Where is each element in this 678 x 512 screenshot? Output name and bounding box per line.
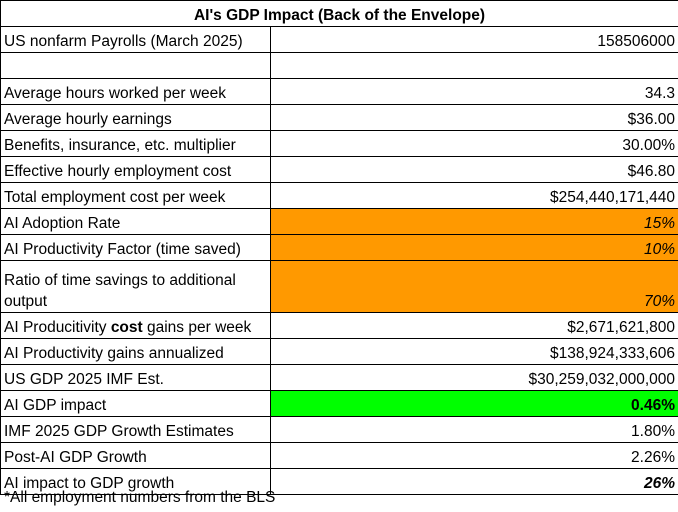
adoption-rate-label[interactable]: AI Adoption Rate <box>0 208 271 235</box>
table-row: Average hours worked per week 34.3 <box>0 78 678 105</box>
post-ai-growth-value[interactable]: 2.26% <box>270 442 678 469</box>
us-gdp-value[interactable]: $30,259,032,000,000 <box>270 364 678 391</box>
hours-label[interactable]: Average hours worked per week <box>0 78 271 105</box>
table-row: AI impact to GDP growth 26% <box>0 468 678 495</box>
weekly-gains-label-start: AI Producitivity <box>4 319 111 336</box>
weekly-gains-label-end: gains per week <box>142 319 252 336</box>
hours-value[interactable]: 34.3 <box>270 78 678 105</box>
table-row: Effective hourly employment cost $46.80 <box>0 156 678 183</box>
us-gdp-label[interactable]: US GDP 2025 IMF Est. <box>0 364 271 391</box>
table-row: AI Adoption Rate 15% <box>0 208 678 235</box>
weekly-gains-label[interactable]: AI Producitivity cost gains per week <box>0 312 271 339</box>
earnings-value[interactable]: $36.00 <box>270 104 678 131</box>
sheet-title[interactable]: AI's GDP Impact (Back of the Envelope) <box>0 0 678 27</box>
productivity-factor-input[interactable]: 10% <box>270 234 678 261</box>
table-row: Total employment cost per week $254,440,… <box>0 182 678 209</box>
table-row: US GDP 2025 IMF Est. $30,259,032,000,000 <box>0 364 678 391</box>
annual-gains-label[interactable]: AI Productivity gains annualized <box>0 338 271 365</box>
table-row: Benefits, insurance, etc. multiplier 30.… <box>0 130 678 157</box>
annual-gains-value[interactable]: $138,924,333,606 <box>270 338 678 365</box>
title-row: AI's GDP Impact (Back of the Envelope) <box>0 0 678 27</box>
gdp-impact-table: AI's GDP Impact (Back of the Envelope) U… <box>0 0 678 495</box>
gdp-impact-label[interactable]: AI GDP impact <box>0 390 271 417</box>
table-row: Post-AI GDP Growth 2.26% <box>0 442 678 469</box>
table-row: Ratio of time savings to additional outp… <box>0 260 678 313</box>
benefits-multiplier-label[interactable]: Benefits, insurance, etc. multiplier <box>0 130 271 157</box>
post-ai-growth-label[interactable]: Post-AI GDP Growth <box>0 442 271 469</box>
table-row <box>0 52 678 79</box>
empty-cell[interactable] <box>270 52 678 79</box>
total-cost-label[interactable]: Total employment cost per week <box>0 182 271 209</box>
footnote[interactable]: *All employment numbers from the BLS <box>4 489 276 506</box>
payrolls-label[interactable]: US nonfarm Payrolls (March 2025) <box>0 26 271 53</box>
gdp-impact-value[interactable]: 0.46% <box>270 390 678 417</box>
table-row: AI Productivity Factor (time saved) 10% <box>0 234 678 261</box>
payrolls-value[interactable]: 158506000 <box>270 26 678 53</box>
imf-growth-value[interactable]: 1.80% <box>270 416 678 443</box>
table-row: AI GDP impact 0.46% <box>0 390 678 417</box>
growth-impact-value[interactable]: 26% <box>270 468 678 495</box>
adoption-rate-input[interactable]: 15% <box>270 208 678 235</box>
effective-cost-label[interactable]: Effective hourly employment cost <box>0 156 271 183</box>
productivity-factor-label[interactable]: AI Productivity Factor (time saved) <box>0 234 271 261</box>
table-row: US nonfarm Payrolls (March 2025) 1585060… <box>0 26 678 53</box>
benefits-multiplier-value[interactable]: 30.00% <box>270 130 678 157</box>
imf-growth-label[interactable]: IMF 2025 GDP Growth Estimates <box>0 416 271 443</box>
total-cost-value[interactable]: $254,440,171,440 <box>270 182 678 209</box>
growth-impact-label[interactable]: AI impact to GDP growth <box>0 468 271 495</box>
table-row: AI Producitivity cost gains per week $2,… <box>0 312 678 339</box>
empty-cell[interactable] <box>0 52 271 79</box>
table-row: IMF 2025 GDP Growth Estimates 1.80% <box>0 416 678 443</box>
earnings-label[interactable]: Average hourly earnings <box>0 104 271 131</box>
weekly-gains-value[interactable]: $2,671,621,800 <box>270 312 678 339</box>
weekly-gains-label-emphasis: cost <box>110 319 143 336</box>
table-row: Average hourly earnings $36.00 <box>0 104 678 131</box>
savings-ratio-label[interactable]: Ratio of time savings to additional outp… <box>0 260 271 313</box>
effective-cost-value[interactable]: $46.80 <box>270 156 678 183</box>
savings-ratio-input[interactable]: 70% <box>270 260 678 313</box>
table-row: AI Productivity gains annualized $138,92… <box>0 338 678 365</box>
